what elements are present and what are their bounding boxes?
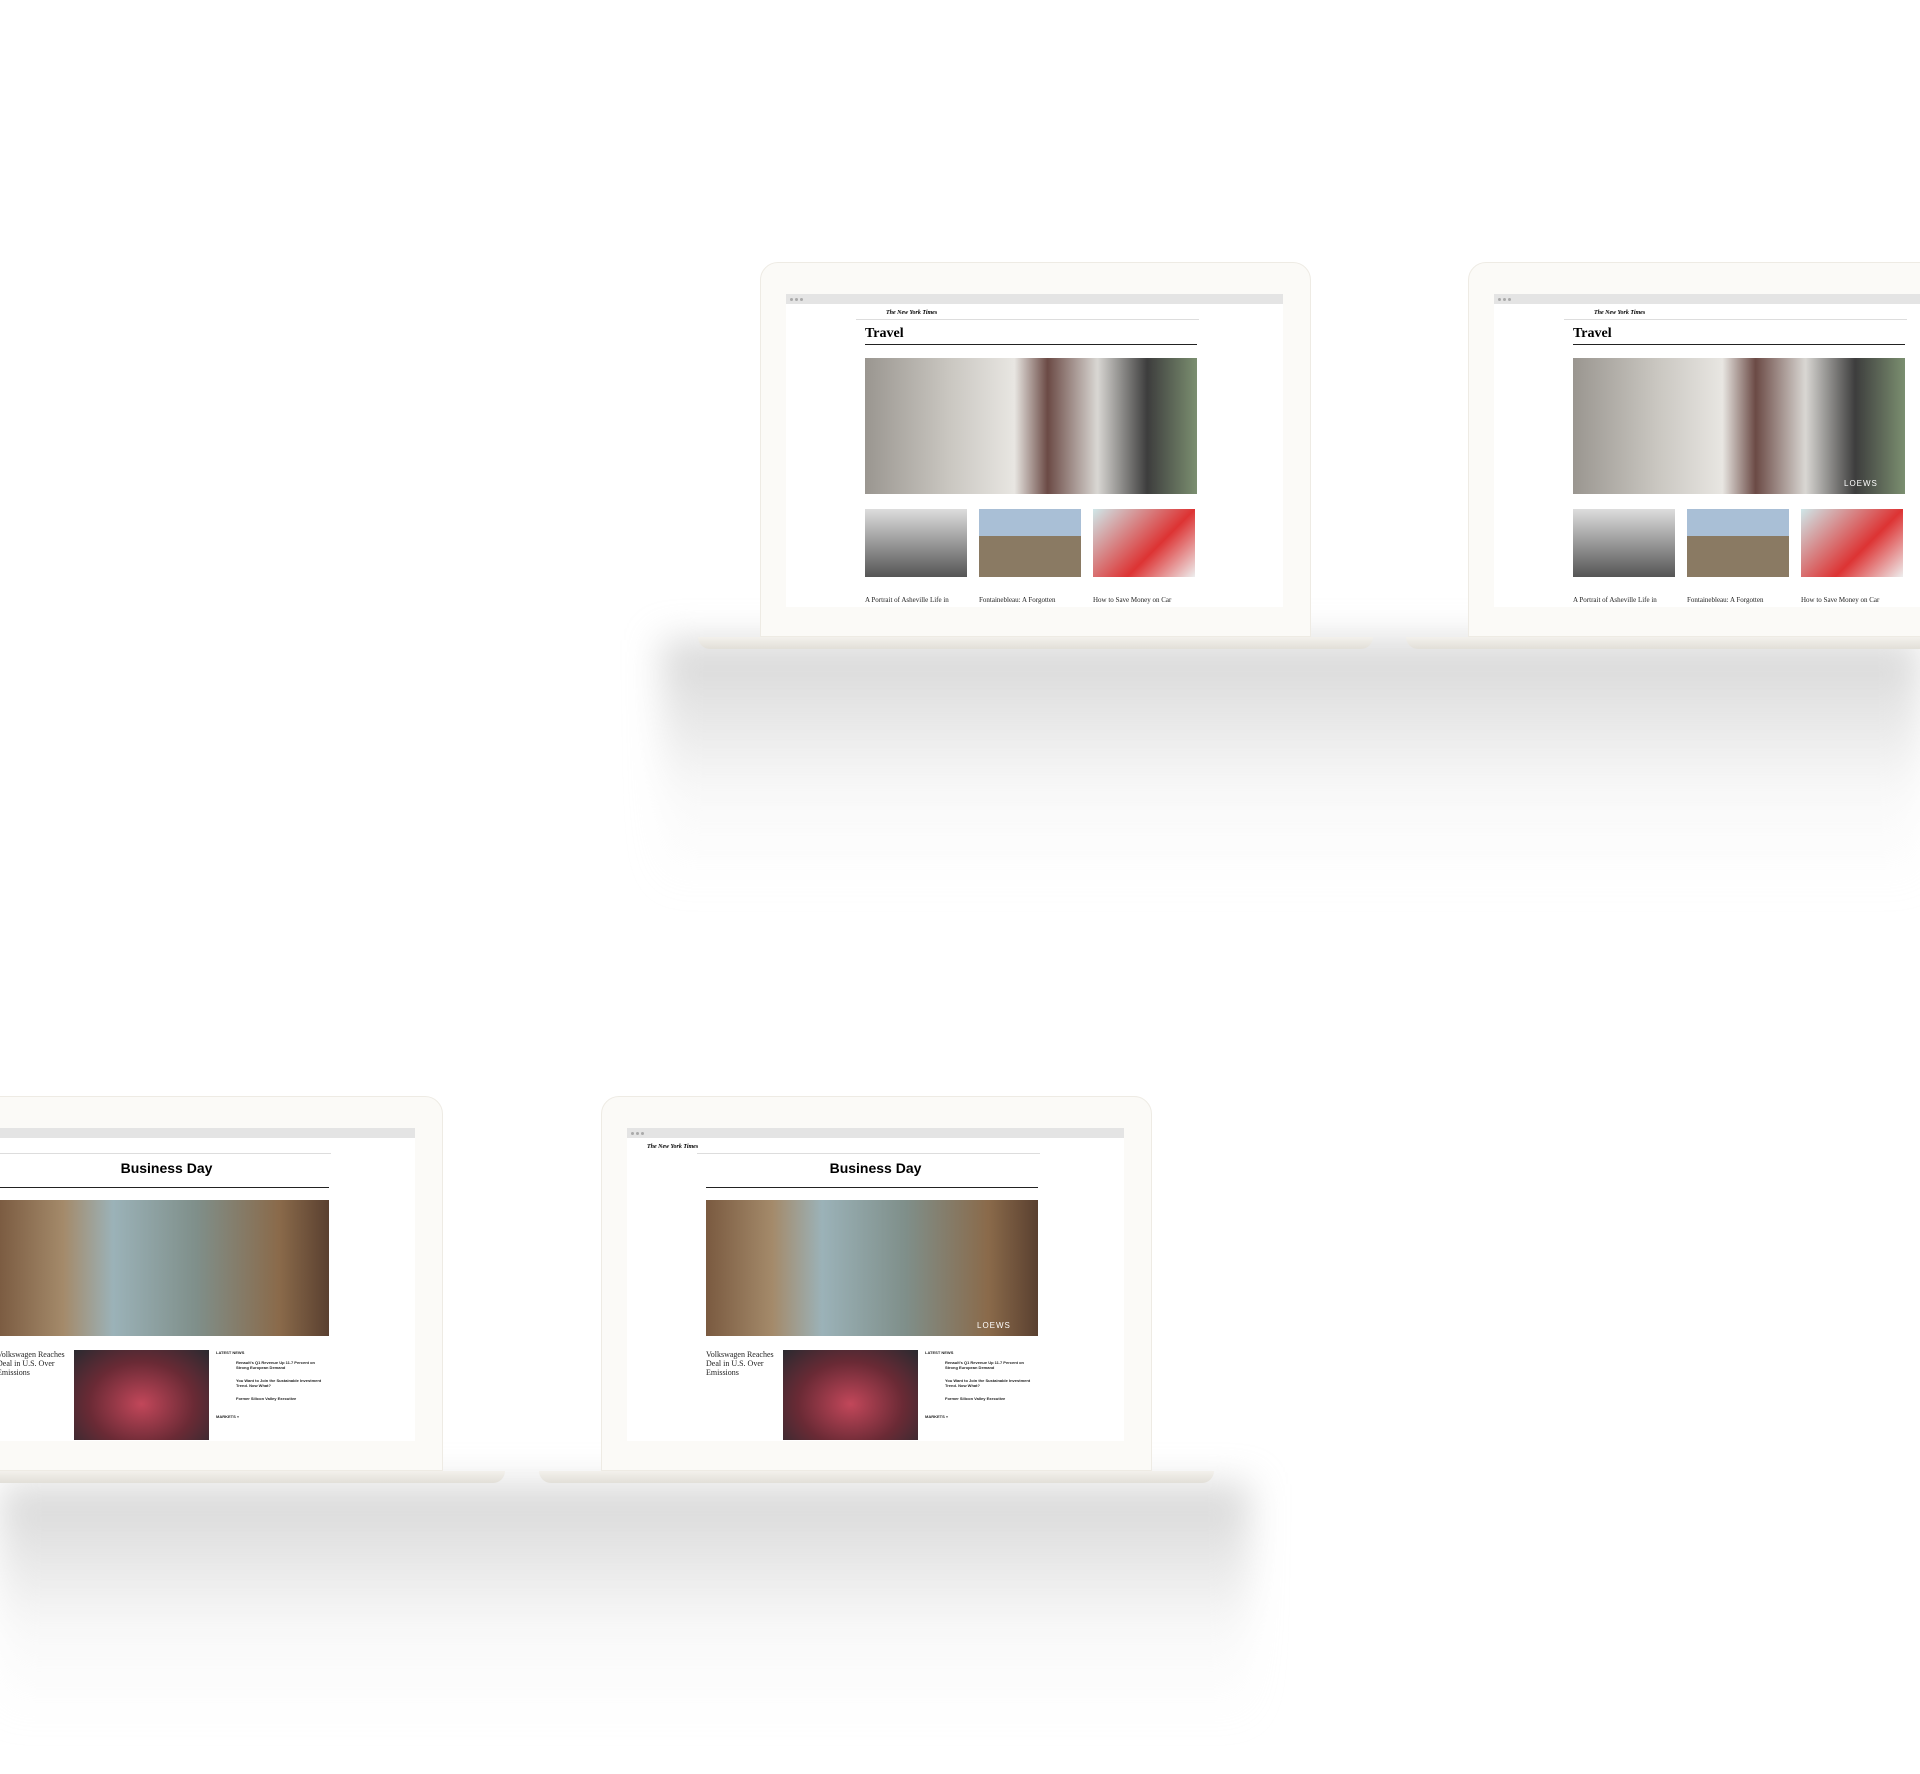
window-dot bbox=[800, 298, 803, 301]
section-title: Travel bbox=[865, 326, 904, 341]
news-item: Former Silicon Valley Executive bbox=[236, 1396, 297, 1401]
window-dot bbox=[1508, 298, 1511, 301]
card-title: How to Save Money on Car bbox=[1093, 596, 1172, 604]
headline: Volkswagen Reaches Deal in U.S. Over Emi… bbox=[706, 1350, 774, 1378]
card-title: A Portrait of Asheville Life in bbox=[1573, 596, 1657, 604]
image bbox=[1801, 509, 1903, 577]
laptop-base bbox=[698, 637, 1373, 649]
browser-bar bbox=[627, 1128, 1124, 1138]
image bbox=[0, 1200, 329, 1336]
image bbox=[865, 509, 967, 577]
markets-label: MARKETS » bbox=[216, 1414, 240, 1419]
latest-news-label: LATEST NEWS bbox=[925, 1350, 954, 1355]
markets-label: MARKETS » bbox=[925, 1414, 949, 1419]
rule bbox=[1573, 344, 1905, 345]
screen: The New York Times Travel LOEWS A Portrait … bbox=[1494, 294, 1920, 607]
image bbox=[979, 509, 1081, 577]
window-dot bbox=[631, 1132, 634, 1135]
shadow bbox=[662, 640, 1920, 890]
rule bbox=[865, 344, 1197, 345]
logo: The New York Times bbox=[647, 1144, 699, 1150]
news-item: Renault's Q1 Revenue Up 11.7 Percent on … bbox=[236, 1360, 315, 1370]
section-title: Business Day bbox=[829, 1160, 922, 1176]
headline: Volkswagen Reaches Deal in U.S. Over Emi… bbox=[0, 1350, 65, 1378]
screen: The New York Times Travel A Portrait of As… bbox=[786, 294, 1283, 607]
laptop-base bbox=[0, 1471, 505, 1483]
divider bbox=[856, 319, 1199, 320]
latest-news-label: LATEST NEWS bbox=[216, 1350, 245, 1355]
shadow bbox=[0, 1484, 1250, 1724]
logo: The New York Times bbox=[886, 310, 938, 316]
image bbox=[1573, 358, 1905, 494]
browser-bar bbox=[786, 294, 1283, 304]
image bbox=[706, 1200, 1038, 1336]
news-item: Former Silicon Valley Executive bbox=[945, 1396, 1006, 1401]
news-item: Renault's Q1 Revenue Up 11.7 Percent on … bbox=[945, 1360, 1024, 1370]
rule bbox=[706, 1187, 1038, 1188]
divider bbox=[1564, 319, 1907, 320]
window-dot bbox=[641, 1132, 644, 1135]
window-dot bbox=[636, 1132, 639, 1135]
section-title: Business Day bbox=[120, 1160, 213, 1176]
laptop-base bbox=[539, 1471, 1214, 1483]
image bbox=[783, 1350, 918, 1440]
image bbox=[865, 358, 1197, 494]
divider bbox=[0, 1153, 331, 1154]
window-dot bbox=[1498, 298, 1501, 301]
image bbox=[1093, 509, 1195, 577]
browser-bar bbox=[1494, 294, 1920, 304]
ad-text: LOEWS bbox=[977, 1321, 1011, 1330]
card-title: How to Save Money on Car bbox=[1801, 596, 1880, 604]
laptop-base bbox=[1406, 637, 1920, 649]
image bbox=[74, 1350, 209, 1440]
browser-bar bbox=[0, 1128, 415, 1138]
rule bbox=[0, 1187, 329, 1188]
screen: The New York Times Business Day LOEWS Volks… bbox=[627, 1128, 1124, 1441]
card-title: Fontainebleau: A Forgotten bbox=[1687, 596, 1764, 604]
section-title: Travel bbox=[1573, 326, 1612, 341]
news-item: You Want to Join the Sustainable Investm… bbox=[945, 1378, 1031, 1388]
card-title: A Portrait of Asheville Life in bbox=[865, 596, 949, 604]
card-title: Fontainebleau: A Forgotten bbox=[979, 596, 1056, 604]
image bbox=[1687, 509, 1789, 577]
logo: The New York Times bbox=[1594, 310, 1646, 316]
window-dot bbox=[1503, 298, 1506, 301]
image bbox=[1573, 509, 1675, 577]
ad-text: LOEWS bbox=[1844, 479, 1878, 488]
news-item: You Want to Join the Sustainable Investm… bbox=[236, 1378, 322, 1388]
window-dot bbox=[795, 298, 798, 301]
window-dot bbox=[790, 298, 793, 301]
divider bbox=[697, 1153, 1040, 1154]
